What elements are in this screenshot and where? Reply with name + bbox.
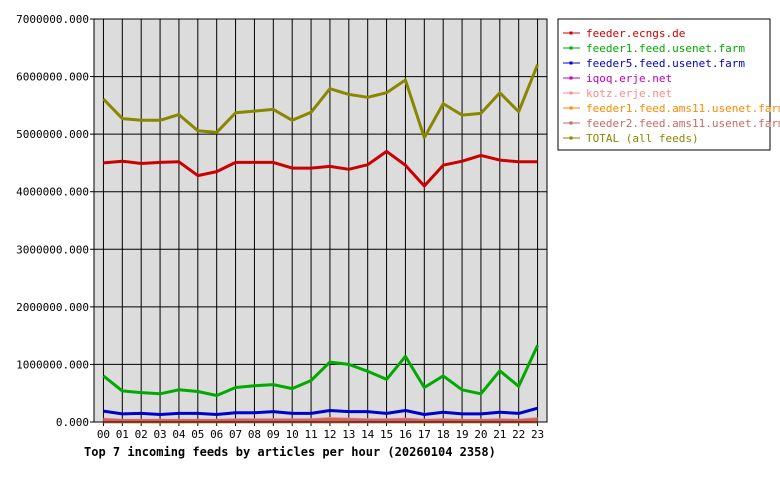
y-tick-label: 5000000.000	[16, 128, 89, 141]
y-tick-label: 6000000.000	[16, 71, 89, 84]
grid	[90, 18, 547, 426]
legend-label: feeder2.feed.ams11.usenet.farm	[586, 117, 780, 130]
y-tick-label: 3000000.000	[16, 243, 89, 256]
x-tick-label: 08	[248, 428, 261, 441]
legend-marker	[569, 31, 573, 35]
series-line	[103, 149, 538, 188]
legend-marker	[569, 46, 573, 50]
series-line	[103, 417, 538, 423]
legend: feeder.ecngs.de feeder1.feed.usenet.farm f…	[557, 18, 780, 151]
legend-label: kotz.erje.net	[586, 87, 672, 100]
x-tick-label: 07	[229, 428, 242, 441]
series-lines	[102, 63, 539, 424]
y-tick-label: 2000000.000	[16, 301, 89, 314]
x-axis-labels: 00 01 02 03 04 05 06 07 08 09 10 11 12 13 14 15 16 17 18 19…	[97, 428, 544, 441]
x-tick-label: 18	[437, 428, 450, 441]
x-tick-label: 01	[116, 428, 129, 441]
x-tick-label: 13	[342, 428, 355, 441]
y-tick-label: 4000000.000	[16, 186, 89, 199]
x-tick-label: 00	[97, 428, 110, 441]
legend-label: feeder.ecngs.de	[586, 27, 685, 40]
legend-box	[557, 18, 771, 151]
x-tick-label: 19	[455, 428, 468, 441]
y-axis-labels: 0.000 1000000.000 2000000.000 3000000.000 40…	[16, 13, 89, 429]
x-tick-label: 06	[210, 428, 223, 441]
legend-marker	[569, 106, 573, 110]
x-tick-label: 10	[286, 428, 299, 441]
series-line	[102, 63, 539, 140]
series-line	[102, 344, 539, 397]
x-tick-label: 11	[304, 428, 317, 441]
x-tick-label: 05	[191, 428, 204, 441]
x-tick-label: 22	[512, 428, 525, 441]
legend-label: iqoq.erje.net	[586, 72, 672, 85]
legend-marker	[569, 136, 573, 140]
legend-label: feeder1.feed.ams11.usenet.farm	[586, 102, 780, 115]
x-tick-label: 04	[172, 428, 186, 441]
legend-marker	[569, 61, 573, 65]
plot-border	[93, 18, 548, 423]
y-tick-label: 1000000.000	[16, 358, 89, 371]
legend-marker	[569, 76, 573, 80]
x-tick-label: 09	[267, 428, 280, 441]
chart-caption: Top 7 incoming feeds by articles per hou…	[84, 445, 496, 459]
x-tick-label: 14	[361, 428, 375, 441]
y-tick-label: 0.000	[56, 416, 89, 429]
legend-marker	[569, 121, 573, 125]
x-tick-label: 16	[399, 428, 412, 441]
x-tick-label: 20	[474, 428, 487, 441]
x-tick-label: 12	[323, 428, 336, 441]
legend-label: feeder5.feed.usenet.farm	[586, 57, 745, 70]
x-tick-label: 17	[418, 428, 431, 441]
x-tick-label: 02	[135, 428, 148, 441]
x-tick-label: 21	[493, 428, 506, 441]
plot-area	[94, 19, 547, 422]
x-tick-label: 23	[531, 428, 544, 441]
x-tick-label: 03	[153, 428, 166, 441]
x-tick-label: 15	[380, 428, 393, 441]
y-tick-label: 7000000.000	[16, 13, 89, 26]
legend-marker	[569, 91, 573, 95]
legend-label: feeder1.feed.usenet.farm	[586, 42, 745, 55]
legend-label: TOTAL (all feeds)	[586, 132, 699, 145]
series-line	[103, 406, 538, 416]
